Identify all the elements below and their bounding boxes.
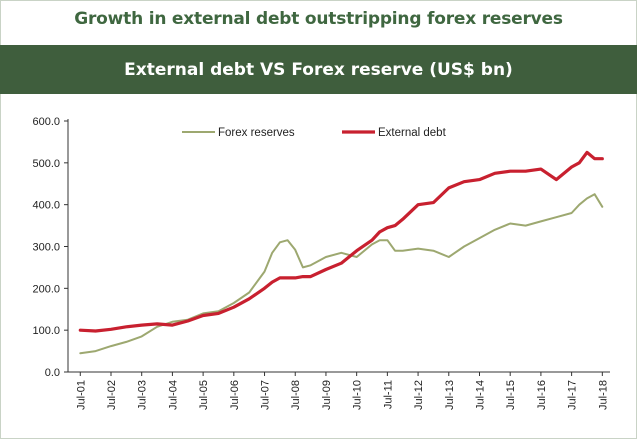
title-band — [0, 45, 637, 94]
x-tick-label: Jul-07 — [260, 380, 272, 410]
x-tick-label: Jul-05 — [198, 380, 210, 410]
headline: Growth in external debt outstripping for… — [74, 9, 563, 29]
x-tick-label: Jul-09 — [321, 380, 333, 410]
y-tick-label: 100.0 — [32, 325, 60, 337]
x-tick-label: Jul-11 — [382, 380, 394, 409]
legend-label: Forex reserves — [218, 127, 295, 139]
x-tick-label: Jul-18 — [597, 380, 609, 410]
x-tick-label: Jul-04 — [167, 380, 179, 410]
x-tick-label: Jul-17 — [567, 380, 579, 410]
chart-title: External debt VS Forex reserve (US$ bn) — [124, 60, 513, 80]
x-tick-label: Jul-06 — [229, 380, 241, 410]
x-tick-label: Jul-15 — [505, 380, 517, 410]
x-tick-label: Jul-13 — [444, 380, 456, 410]
x-tick-label: Jul-12 — [413, 380, 425, 410]
x-tick-label: Jul-16 — [536, 380, 548, 410]
x-tick-label: Jul-08 — [290, 380, 302, 410]
x-tick-label: Jul-03 — [137, 380, 149, 410]
x-tick-label: Jul-14 — [474, 380, 486, 410]
y-tick-label: 200.0 — [32, 283, 60, 295]
x-tick-label: Jul-01 — [75, 380, 87, 410]
line-chart: 0.0 100.0 200.0 300.0 400.0 500.0 600.0 Jul-01 J… — [32, 116, 610, 410]
y-tick-label: 300.0 — [32, 242, 60, 254]
series-lines — [78, 150, 604, 355]
series-line-forex-reserves — [79, 193, 604, 355]
x-tick-label: Jul-02 — [106, 380, 118, 410]
series-line-external-debt — [78, 150, 604, 333]
y-tick-label: 600.0 — [32, 116, 60, 128]
y-tick-label: 0.0 — [45, 367, 60, 379]
legend: Forex reserves External debt — [182, 127, 447, 139]
axes: 0.0 100.0 200.0 300.0 400.0 500.0 600.0 Jul-01 J… — [32, 116, 610, 410]
y-tick-label: 400.0 — [32, 200, 60, 212]
legend-label: External debt — [378, 127, 447, 139]
y-tick-label: 500.0 — [32, 158, 60, 170]
x-tick-label: Jul-10 — [352, 380, 364, 410]
